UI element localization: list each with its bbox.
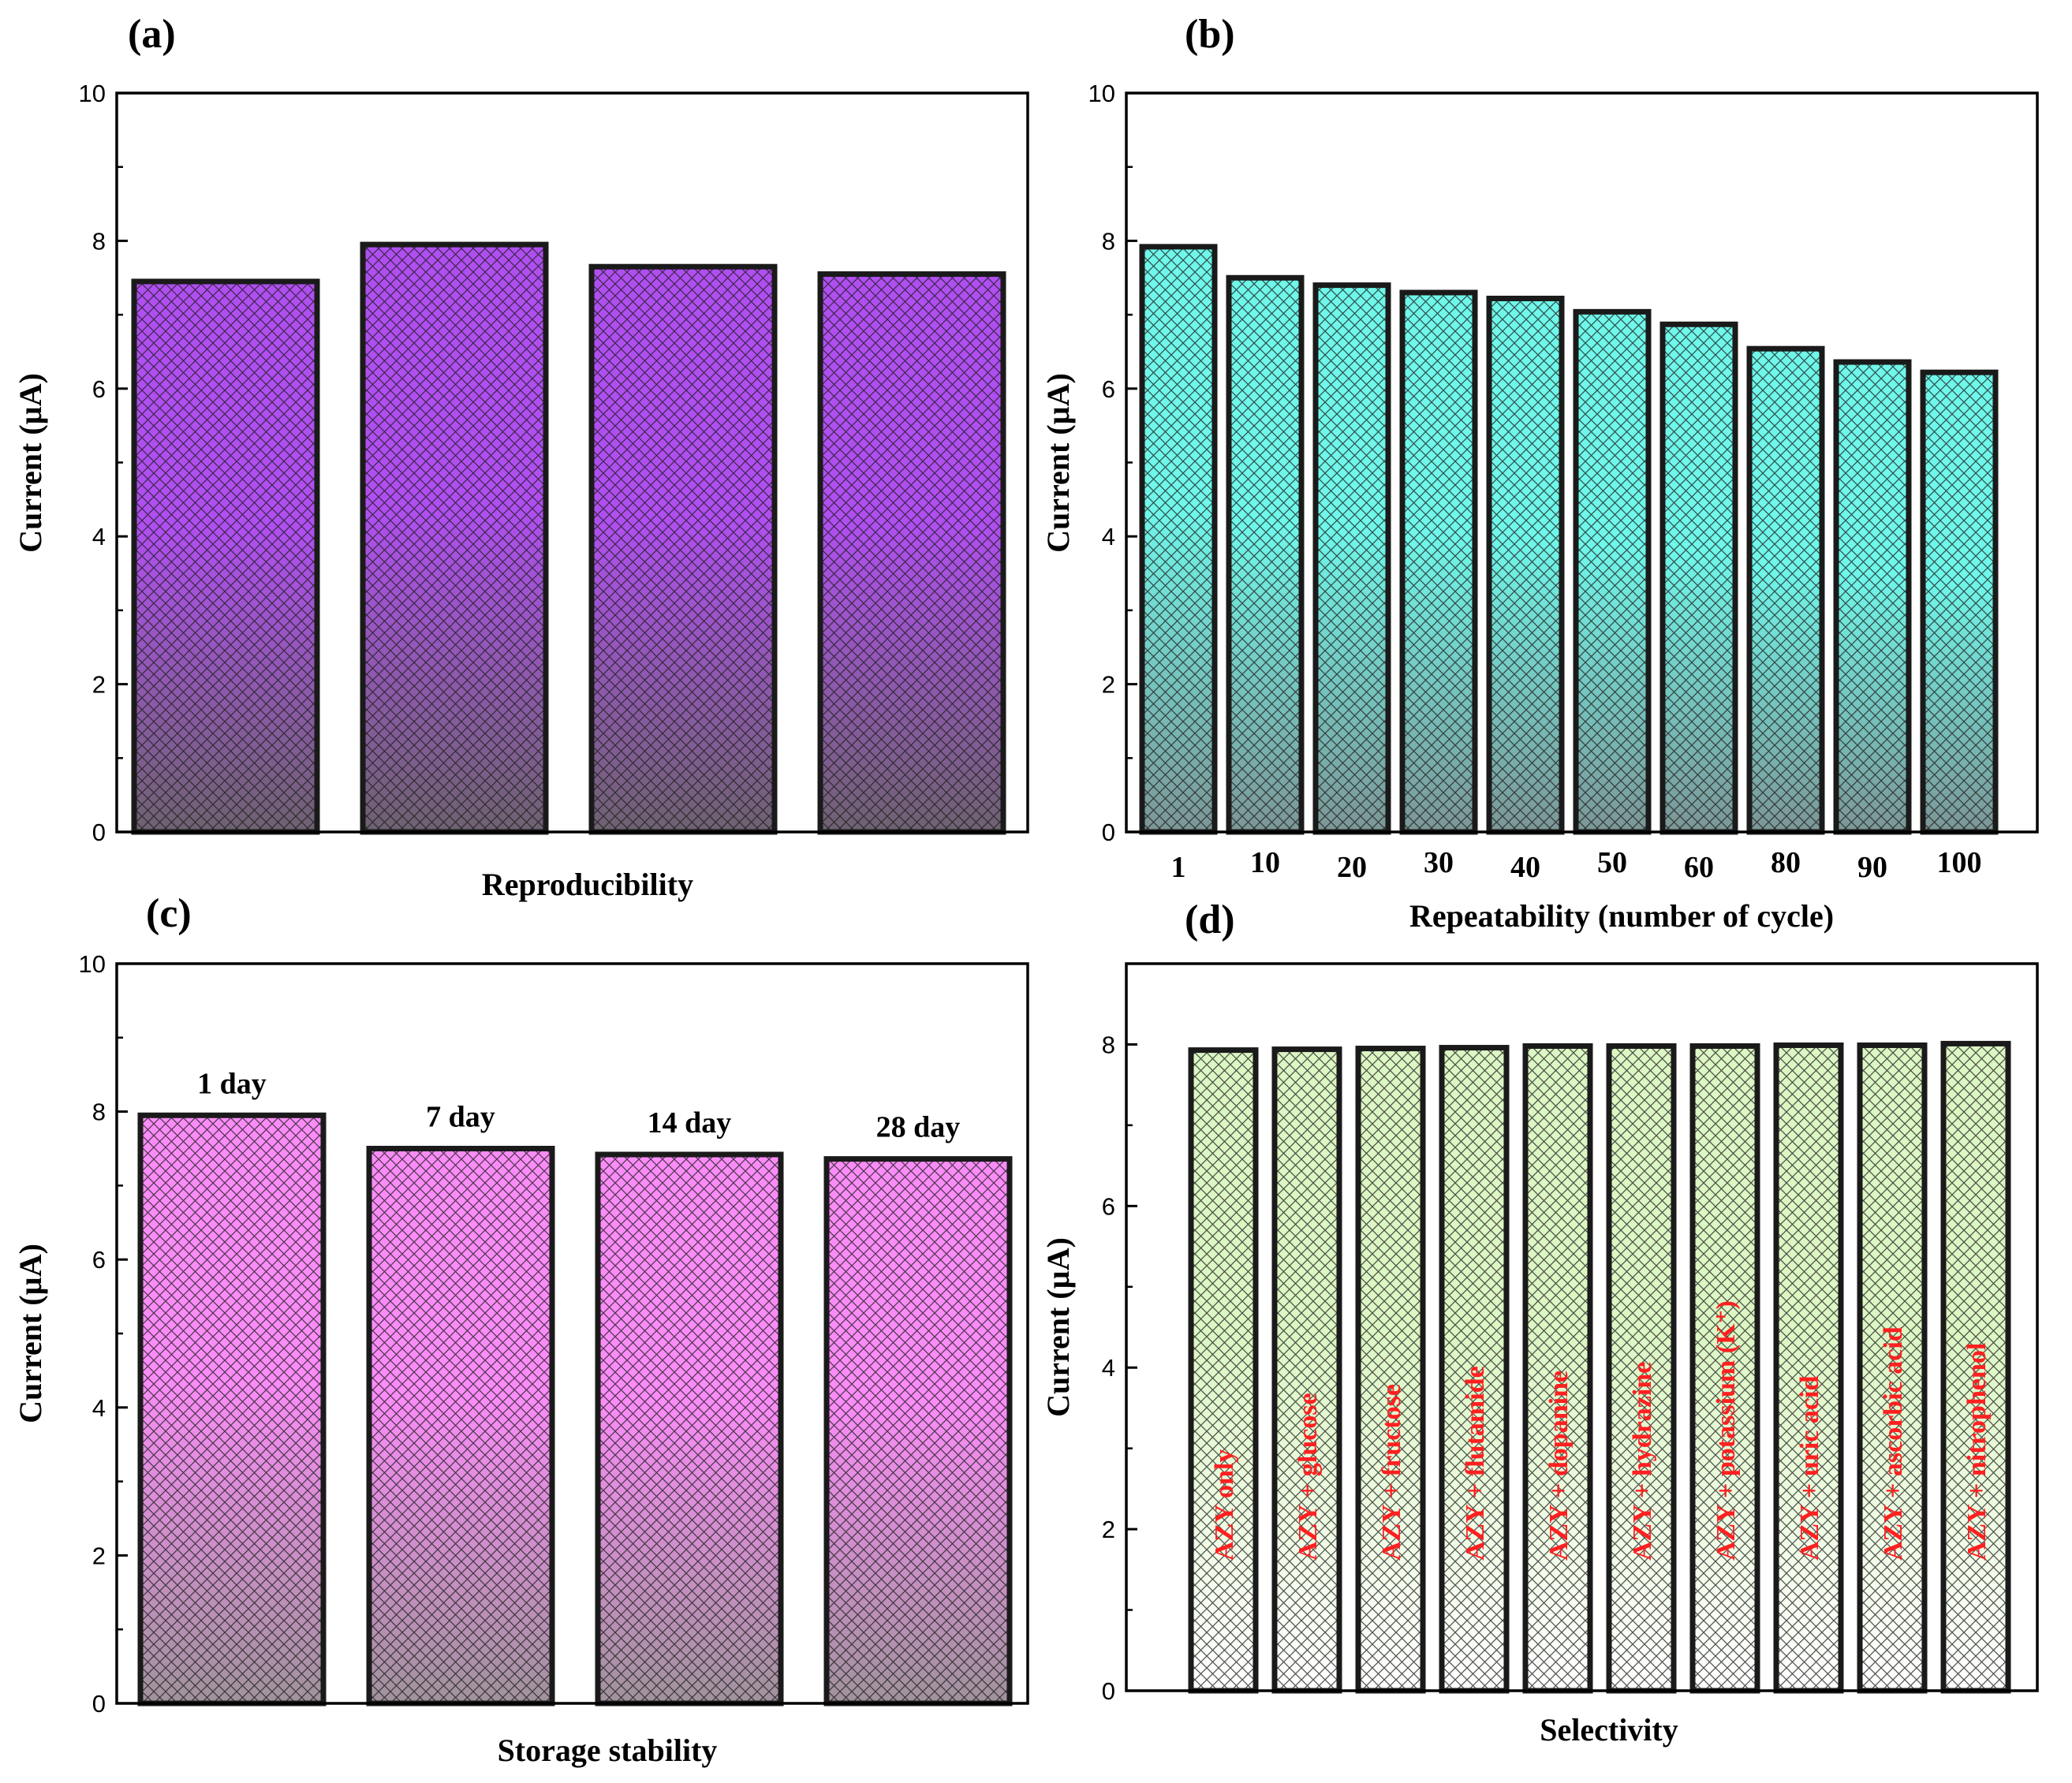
bar-annotation: 28 day xyxy=(876,1111,961,1144)
bar-hatch-b-4 xyxy=(1399,289,1478,835)
bar-hatch-b-10 xyxy=(1920,369,1999,835)
bar-hatch-a-1 xyxy=(131,278,320,835)
y-tick-label: 8 xyxy=(92,227,106,255)
bar-hatch-b-1 xyxy=(1139,244,1218,835)
bar-hatch-d-8 xyxy=(1773,1042,1844,1694)
x-axis-label: Storage stability xyxy=(498,1733,718,1768)
y-tick-label: 0 xyxy=(92,819,106,846)
y-tick-label: 10 xyxy=(79,80,106,107)
y-tick-label: 2 xyxy=(92,671,106,699)
x-tick-label: 90 xyxy=(1857,851,1887,884)
bar-hatch-b-2 xyxy=(1226,274,1305,835)
bar-inner-label: AZY + uric acid xyxy=(1795,1376,1824,1561)
y-tick-label: 10 xyxy=(79,950,106,978)
x-tick-label: 100 xyxy=(1937,846,1982,879)
y-tick-label: 6 xyxy=(92,1246,106,1274)
y-tick-label: 0 xyxy=(92,1690,106,1718)
bar-hatch-a-3 xyxy=(588,263,778,835)
bar-hatch-b-5 xyxy=(1486,295,1565,835)
bar-inner-label: AZY + dopanine xyxy=(1544,1371,1574,1561)
y-tick-label: 4 xyxy=(92,523,106,550)
x-axis-label: Selectivity xyxy=(1540,1712,1678,1748)
panels-group: 0 2 4 6 8 10 Reproducibility Current (µA) (a) 1 10… xyxy=(13,12,2039,1768)
panel-a: 0 2 4 6 8 10 Reproducibility Current (µA) (a) xyxy=(13,12,1029,902)
bar-hatch-d-5 xyxy=(1522,1043,1593,1694)
panel-label: (d) xyxy=(1185,897,1235,942)
bar-hatch-b-6 xyxy=(1573,308,1652,835)
panel-c: 1 day 7 day 14 day 28 day 0 2 4 6 8 10 Storage sta… xyxy=(13,891,1029,1768)
y-tick-label: 6 xyxy=(92,375,106,403)
y-tick-label: 0 xyxy=(1102,1677,1115,1705)
bar-hatch-d-9 xyxy=(1857,1042,1928,1694)
y-tick-label: 2 xyxy=(92,1542,106,1569)
bar-hatch-a-2 xyxy=(360,241,549,835)
x-tick-label: 10 xyxy=(1250,846,1280,879)
bar-inner-label: AZY + ascorbic acid xyxy=(1879,1326,1908,1561)
bar-inner-label: AZY + hydrazine xyxy=(1628,1362,1657,1561)
bar-inner-label: AZY + nitrophenol xyxy=(1962,1343,1992,1561)
panel-label: (c) xyxy=(146,891,192,936)
bar-hatch-c-2 xyxy=(366,1146,555,1707)
y-tick-label: 8 xyxy=(92,1099,106,1126)
x-tick-label: 80 xyxy=(1771,846,1801,879)
bar-annotation: 1 day xyxy=(197,1067,267,1100)
panel-d: AZY only AZY + glucose AZY + fructose AZY +… xyxy=(1040,897,2039,1748)
bar-inner-label: AZY + flutamide xyxy=(1461,1366,1490,1561)
x-tick-label: 20 xyxy=(1337,851,1367,884)
bar-hatch-b-3 xyxy=(1312,282,1391,835)
panel-b: 1 10 20 30 40 50 60 80 90 100 0 2 4 6 8 10 Repeatability… xyxy=(1040,12,2039,934)
y-axis-label: Current (µA) xyxy=(13,373,48,553)
bar-hatch-c-4 xyxy=(823,1156,1013,1707)
bar-hatch-a-4 xyxy=(817,271,1006,835)
bar-hatch-d-2 xyxy=(1271,1046,1342,1694)
y-tick-label: 4 xyxy=(1102,523,1115,550)
bar-hatch-c-3 xyxy=(595,1151,784,1707)
panel-label: (b) xyxy=(1185,12,1235,57)
bar-hatch-b-9 xyxy=(1833,359,1912,835)
x-axis-label: Repeatability (number of cycle) xyxy=(1409,898,1834,934)
x-tick-label: 50 xyxy=(1597,846,1627,879)
y-tick-label: 2 xyxy=(1102,1516,1115,1543)
bar-hatch-d-6 xyxy=(1606,1043,1677,1694)
bar-hatch-b-8 xyxy=(1746,345,1825,835)
y-tick-label: 4 xyxy=(1102,1354,1115,1382)
y-tick-label: 2 xyxy=(1102,671,1115,699)
x-tick-label: 60 xyxy=(1684,851,1714,884)
y-tick-label: 6 xyxy=(1102,1192,1115,1220)
panel-label: (a) xyxy=(128,12,176,57)
bar-hatch-d-1 xyxy=(1188,1047,1259,1694)
bar-inner-label: AZY + fructose xyxy=(1377,1384,1406,1561)
bar-inner-label: AZY + potassium (K⁺) xyxy=(1712,1300,1741,1561)
bar-hatch-c-1 xyxy=(137,1112,327,1707)
bar-annotation: 7 day xyxy=(426,1101,495,1134)
x-tick-label: 1 xyxy=(1171,851,1186,884)
y-axis-label: Current (µA) xyxy=(13,1244,48,1423)
y-tick-label: 10 xyxy=(1088,80,1115,107)
y-tick-label: 8 xyxy=(1102,1031,1115,1058)
x-tick-label: 30 xyxy=(1424,846,1454,879)
y-axis-label: Current (µA) xyxy=(1040,373,1076,553)
bar-hatch-b-7 xyxy=(1659,321,1738,835)
y-tick-label: 6 xyxy=(1102,375,1115,403)
bar-hatch-d-4 xyxy=(1439,1045,1510,1694)
x-axis-label: Reproducibility xyxy=(482,867,693,902)
bar-hatch-d-7 xyxy=(1689,1043,1760,1694)
bar-hatch-d-3 xyxy=(1355,1046,1426,1694)
y-tick-label: 0 xyxy=(1102,819,1115,846)
x-tick-label: 40 xyxy=(1510,851,1540,884)
y-tick-label: 8 xyxy=(1102,227,1115,255)
y-axis-label: Current (µA) xyxy=(1040,1237,1076,1417)
axes-frame xyxy=(1125,962,2039,1692)
bar-inner-label: AZY + glucose xyxy=(1294,1393,1323,1561)
y-tick-label: 4 xyxy=(92,1394,106,1422)
bar-annotation: 14 day xyxy=(648,1106,732,1140)
bar-inner-label: AZY only xyxy=(1210,1449,1239,1561)
